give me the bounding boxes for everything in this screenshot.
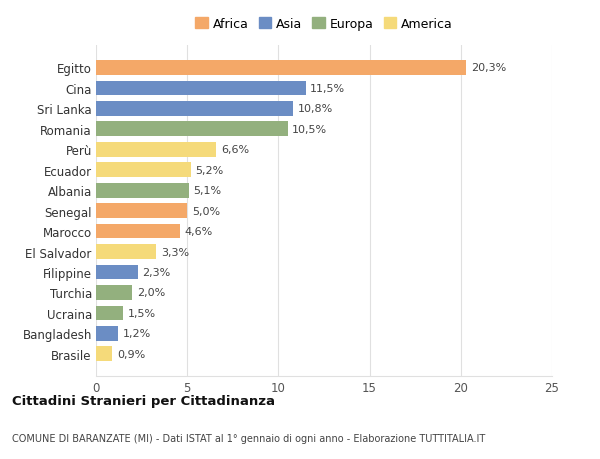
Text: 5,2%: 5,2% [196,165,224,175]
Bar [96,143,217,157]
Text: 20,3%: 20,3% [471,63,506,73]
Bar [96,224,180,239]
Text: 6,6%: 6,6% [221,145,249,155]
Text: 3,3%: 3,3% [161,247,189,257]
Bar [96,204,187,218]
Text: 5,0%: 5,0% [192,206,220,216]
Text: 5,1%: 5,1% [194,186,222,196]
Bar [96,245,156,259]
Text: 2,3%: 2,3% [143,268,171,277]
Bar [96,61,466,76]
Bar [96,285,133,300]
Bar [96,184,189,198]
Bar [96,102,293,117]
Bar [96,122,287,137]
Bar [96,163,191,178]
Legend: Africa, Asia, Europa, America: Africa, Asia, Europa, America [193,15,455,33]
Bar [96,81,306,96]
Text: 2,0%: 2,0% [137,288,165,298]
Bar [96,347,112,361]
Text: 1,5%: 1,5% [128,308,156,318]
Text: 4,6%: 4,6% [184,227,213,236]
Text: 10,8%: 10,8% [298,104,333,114]
Bar [96,306,124,320]
Text: 11,5%: 11,5% [310,84,346,94]
Text: 10,5%: 10,5% [292,124,327,134]
Text: Cittadini Stranieri per Cittadinanza: Cittadini Stranieri per Cittadinanza [12,394,275,407]
Text: COMUNE DI BARANZATE (MI) - Dati ISTAT al 1° gennaio di ogni anno - Elaborazione : COMUNE DI BARANZATE (MI) - Dati ISTAT al… [12,433,485,442]
Text: 0,9%: 0,9% [117,349,145,359]
Bar [96,265,138,280]
Bar [96,326,118,341]
Text: 1,2%: 1,2% [122,329,151,339]
